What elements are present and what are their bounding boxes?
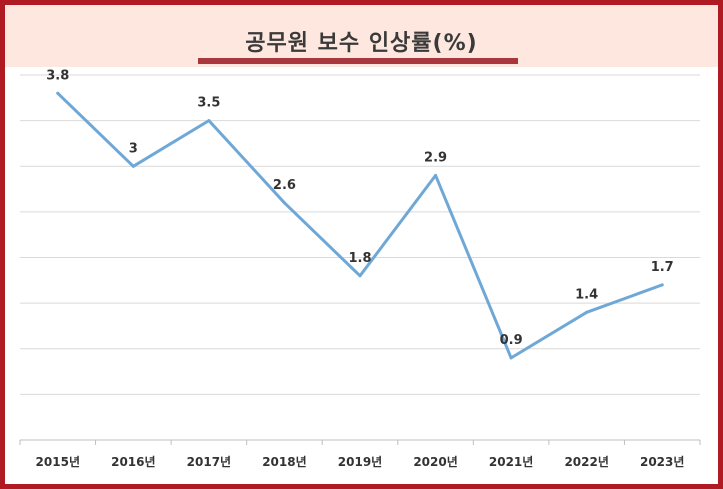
data-label-2022년: 1.4 <box>575 287 598 302</box>
gridlines <box>20 74 700 395</box>
data-point-2017년 <box>207 119 211 123</box>
data-label-2015년: 3.8 <box>46 68 69 83</box>
x-tick-label: 2016년 <box>111 455 155 469</box>
data-point-2020년 <box>434 173 438 177</box>
chart-title: 공무원 보수 인상률(%) <box>245 31 478 56</box>
x-tick-labels: 2015년 2016년 2017년 2018년 2019년 2020년 2021년 2022년… <box>36 455 685 469</box>
x-tick-label: 2021년 <box>489 455 533 469</box>
x-tick-label: 2015년 <box>36 455 80 469</box>
plot-area <box>18 67 702 474</box>
data-point-2015년 <box>56 91 60 95</box>
x-tick-label: 2020년 <box>413 455 457 469</box>
data-point-2021년 <box>509 356 513 360</box>
x-tick-label: 2017년 <box>187 455 231 469</box>
data-point-2018년 <box>282 201 286 205</box>
data-label-2020년: 2.9 <box>424 150 447 165</box>
data-label-2021년: 0.9 <box>500 333 523 348</box>
series-line <box>56 91 664 360</box>
title-band: 공무원 보수 인상률(%) <box>5 5 718 67</box>
data-points <box>56 91 664 360</box>
data-point-2019년 <box>358 274 362 278</box>
x-axis <box>19 439 701 445</box>
title-underline <box>198 58 518 64</box>
x-tick-label: 2022년 <box>564 455 608 469</box>
data-point-2022년 <box>585 310 589 314</box>
data-label-2018년: 2.6 <box>273 178 296 193</box>
data-label-2023년: 1.7 <box>651 260 674 275</box>
data-label-2017년: 3.5 <box>197 96 220 111</box>
x-tick-label: 2019년 <box>338 455 382 469</box>
x-tick-label: 2023년 <box>640 455 684 469</box>
data-label-2016년: 3 <box>129 141 138 156</box>
data-point-2016년 <box>131 164 135 168</box>
x-tick-label: 2018년 <box>262 455 306 469</box>
data-label-2019년: 1.8 <box>348 251 371 266</box>
data-labels: 3.8 3 3.5 2.6 1.8 2.9 0.9 1.4 1.7 <box>46 68 673 348</box>
data-point-2023년 <box>660 283 664 287</box>
